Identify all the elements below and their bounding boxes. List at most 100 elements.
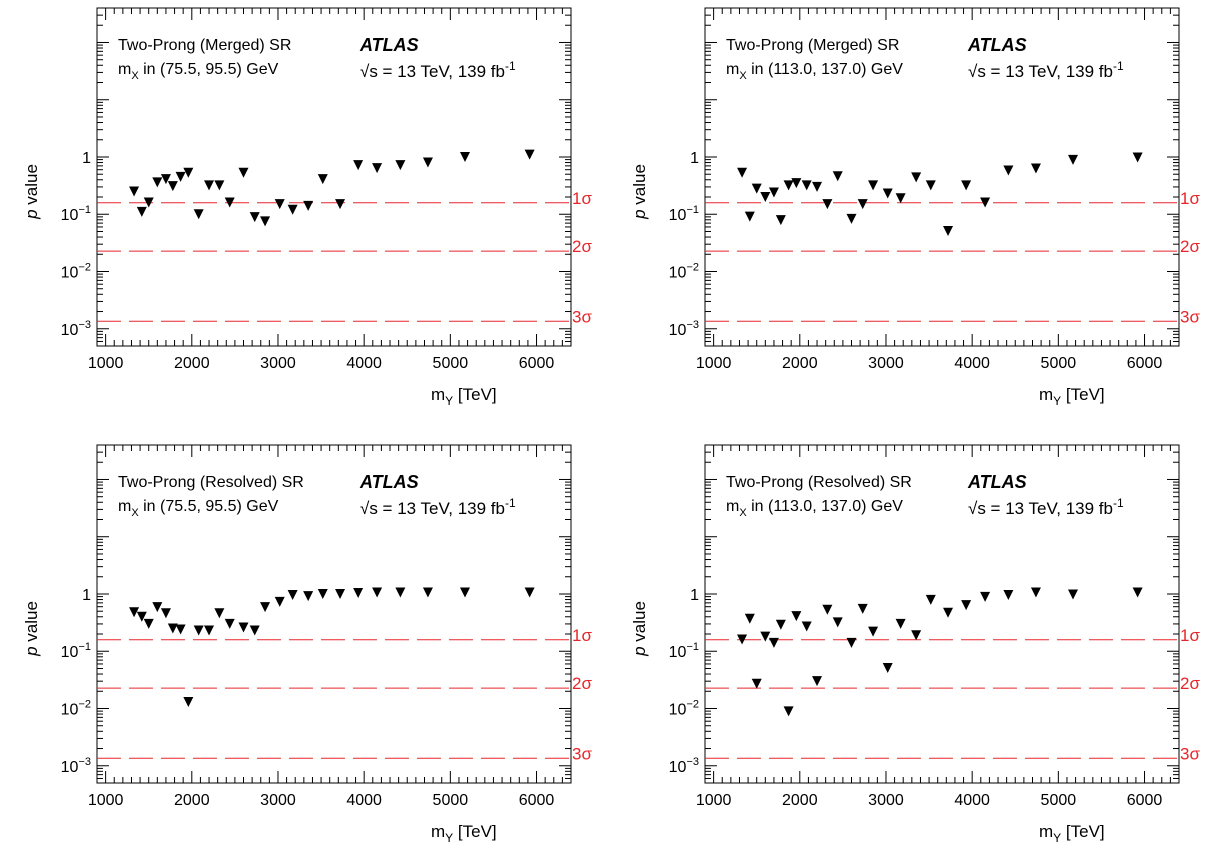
data-point (249, 625, 260, 636)
region-title: Two-Prong (Resolved) SR (726, 474, 912, 491)
data-point (143, 197, 154, 208)
data-point (943, 607, 954, 618)
y-tick-base: 10 (61, 322, 79, 339)
energy-lumi-label: √s = 13 TeV, 139 fb-1 (968, 59, 1124, 81)
data-point (737, 634, 748, 645)
data-point (422, 587, 433, 598)
data-point (783, 706, 794, 717)
mass-window-label: mX in (113.0, 137.0) GeV (726, 498, 903, 519)
x-tick-label: 4000 (346, 355, 382, 372)
x-tick-label: 4000 (954, 355, 990, 372)
data-point (1132, 587, 1143, 598)
energy-lumi-main: √s = 13 TeV, 139 fb (360, 62, 505, 81)
y-axis-label: p value (22, 164, 41, 220)
y-tick-label: 10−1 (61, 204, 91, 224)
sigma-label: 1σ (572, 626, 592, 645)
data-point (204, 180, 215, 191)
chart-panel: 1000 2000 3000 4000 5000 6000110−110−210−3mY … (630, 444, 1200, 845)
y-axis-label-italic: p (630, 646, 649, 656)
data-point (961, 600, 972, 611)
data-point (214, 180, 225, 191)
data-point (1132, 152, 1143, 163)
x-axis-label: mY [TeV] (1039, 822, 1105, 845)
data-point (751, 678, 762, 689)
data-point (801, 621, 812, 632)
x-tick-label: 6000 (1127, 792, 1163, 809)
mass-window-label: mX in (113.0, 137.0) GeV (726, 61, 903, 82)
chart-panel: 1000 2000 3000 4000 5000 6000110−110−210−3mY … (22, 444, 592, 845)
data-point (1030, 587, 1041, 598)
data-point (737, 167, 748, 178)
region-title: Two-Prong (Resolved) SR (118, 474, 304, 491)
y-tick-label: 10−2 (669, 262, 699, 282)
experiment-label: ATLAS (359, 35, 419, 55)
x-tick-label: 1000 (696, 792, 732, 809)
mass-window-sub: X (131, 507, 139, 519)
sigma-label: 1σ (1180, 189, 1200, 208)
data-point (768, 637, 779, 648)
energy-lumi-label: √s = 13 TeV, 139 fb-1 (360, 496, 516, 518)
data-point (175, 171, 186, 182)
y-tick-label: 10−2 (61, 262, 91, 282)
sigma-label: 2σ (1180, 237, 1200, 256)
data-point (183, 167, 194, 178)
data-point (224, 618, 235, 629)
data-point (911, 172, 922, 183)
mass-window-sub: X (739, 507, 747, 519)
y-tick-base: 10 (669, 207, 687, 224)
x-axis-label-rest: [TeV] (453, 385, 496, 404)
data-point (783, 180, 794, 191)
data-point (911, 630, 922, 641)
data-point (274, 199, 285, 210)
data-point (857, 603, 868, 614)
mass-window-rest: in (75.5, 95.5) GeV (139, 61, 279, 78)
data-point (260, 602, 271, 613)
y-tick-exponent: −1 (78, 641, 91, 653)
mass-window-rest: in (113.0, 137.0) GeV (747, 61, 904, 78)
sigma-label: 3σ (1180, 744, 1200, 763)
sigma-label: 2σ (1180, 674, 1200, 693)
y-axis-label-italic: p (630, 209, 649, 219)
data-point (317, 588, 328, 599)
data-point (895, 193, 906, 204)
data-point (791, 178, 802, 189)
x-axis-label-sub: Y (1053, 831, 1061, 845)
data-point (961, 180, 972, 191)
data-point (895, 618, 906, 629)
data-point (744, 211, 755, 222)
sigma-label: 3σ (572, 307, 592, 326)
data-point (812, 676, 823, 687)
data-point (459, 587, 470, 598)
y-tick-exponent: −3 (78, 756, 91, 768)
data-point (129, 186, 140, 197)
y-tick-exponent: −1 (686, 641, 699, 653)
x-tick-label: 6000 (1127, 355, 1163, 372)
y-tick-exponent: −1 (686, 204, 699, 216)
y-axis-label: p value (22, 601, 41, 657)
data-point (287, 590, 298, 601)
data-point (1067, 154, 1078, 165)
sigma-label: 2σ (572, 237, 592, 256)
x-tick-label: 1000 (88, 355, 124, 372)
y-axis-label-italic: p (22, 646, 41, 656)
x-tick-label: 2000 (174, 355, 210, 372)
y-tick-exponent: −3 (686, 756, 699, 768)
data-point (395, 160, 406, 171)
data-point (224, 197, 235, 208)
data-point (152, 177, 163, 188)
data-point (857, 199, 868, 210)
y-tick-label: 1 (690, 150, 699, 167)
x-tick-label: 4000 (346, 792, 382, 809)
data-point (193, 625, 204, 636)
data-point (980, 197, 991, 208)
x-axis-label-rest: [TeV] (1061, 385, 1104, 404)
chart-panel: 1000 2000 3000 4000 5000 6000110−110−210−3mY … (630, 7, 1200, 408)
energy-lumi-label: √s = 13 TeV, 139 fb-1 (968, 496, 1124, 518)
y-tick-base: 1 (82, 587, 91, 604)
y-tick-exponent: −2 (78, 699, 91, 711)
data-point (925, 594, 936, 605)
data-point (287, 204, 298, 215)
y-tick-base: 10 (61, 702, 79, 719)
data-point (136, 206, 147, 217)
data-point (167, 623, 178, 634)
